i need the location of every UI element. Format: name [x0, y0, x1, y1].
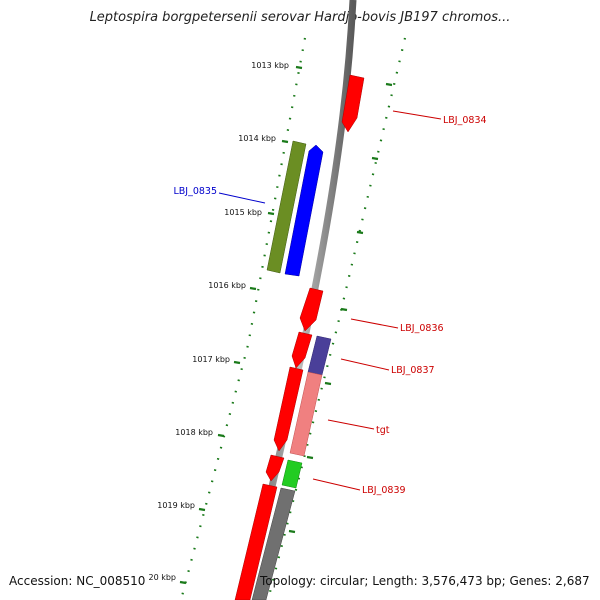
- leader-line: [327, 419, 375, 430]
- tick-mark: [295, 65, 303, 70]
- gene-label-lbj-0836[interactable]: LBJ_0836: [400, 323, 444, 334]
- tick-label: 1014 kbp: [238, 134, 276, 143]
- scale-ticks: 1013 kbp 1014 kbp 1015 kbp 1016 kbp 1017…: [148, 61, 393, 585]
- feature-gray-segment[interactable]: [251, 487, 296, 600]
- tick-mark: [281, 139, 289, 144]
- tick-mark: [340, 307, 348, 312]
- leader-line: [392, 110, 442, 120]
- gene-lbj-0839[interactable]: [265, 454, 285, 482]
- gene-labels: LBJ_0834 LBJ_0835 LBJ_0836 LBJ_0837 tgt …: [173, 110, 487, 496]
- leader-line: [312, 478, 361, 491]
- accession-info: Accession: NC_008510: [9, 574, 146, 588]
- tick-label: 1018 kbp: [175, 428, 213, 437]
- tick-mark: [267, 211, 275, 216]
- gene-label-lbj-0835[interactable]: LBJ_0835: [173, 186, 217, 197]
- tick-label: 1017 kbp: [192, 355, 230, 364]
- features-track: [234, 74, 365, 600]
- gene-unlabeled-lower[interactable]: [234, 483, 278, 600]
- gene-label-tgt[interactable]: tgt: [376, 425, 390, 436]
- chromosome-backbone: [241, 0, 357, 600]
- map-title: Leptospira borgpetersenii serovar Hardjo…: [89, 10, 511, 25]
- tick-mark: [385, 82, 393, 87]
- gene-lbj-0834[interactable]: [341, 74, 365, 133]
- genome-stats: Topology: circular; Length: 3,576,473 bp…: [260, 574, 590, 588]
- tick-mark: [324, 381, 332, 386]
- gene-label-lbj-0834[interactable]: LBJ_0834: [443, 115, 487, 126]
- tick-label: 1015 kbp: [224, 208, 262, 217]
- leader-line: [350, 318, 399, 329]
- tick-mark: [198, 507, 206, 512]
- tick-mark: [288, 529, 296, 534]
- feature-green-segment[interactable]: [281, 459, 303, 489]
- tick-mark: [233, 360, 241, 365]
- feature-purple-segment[interactable]: [307, 335, 332, 376]
- feature-pink-segment[interactable]: [289, 371, 323, 457]
- tick-mark: [179, 580, 187, 585]
- tick-label: 1013 kbp: [251, 61, 289, 70]
- inner-dotted-ring: [179, 37, 307, 600]
- gene-tgt[interactable]: [273, 366, 304, 452]
- gene-lbj-0836[interactable]: [299, 287, 324, 332]
- tick-mark: [249, 286, 257, 291]
- feature-olive-segment[interactable]: [266, 140, 307, 274]
- gene-label-lbj-0839[interactable]: LBJ_0839: [362, 485, 406, 496]
- tick-label: 20 kbp: [148, 573, 176, 582]
- tick-mark: [217, 433, 225, 438]
- leader-line: [218, 192, 266, 204]
- tick-mark: [371, 156, 379, 161]
- gene-lbj-0837[interactable]: [291, 331, 313, 369]
- tick-label: 1016 kbp: [208, 281, 246, 290]
- tick-mark: [306, 455, 314, 460]
- gene-label-lbj-0837[interactable]: LBJ_0837: [391, 365, 435, 376]
- tick-mark: [356, 230, 364, 235]
- gene-lbj-0835[interactable]: [284, 144, 324, 277]
- tick-label: 1019 kbp: [157, 501, 195, 510]
- leader-line: [340, 358, 390, 371]
